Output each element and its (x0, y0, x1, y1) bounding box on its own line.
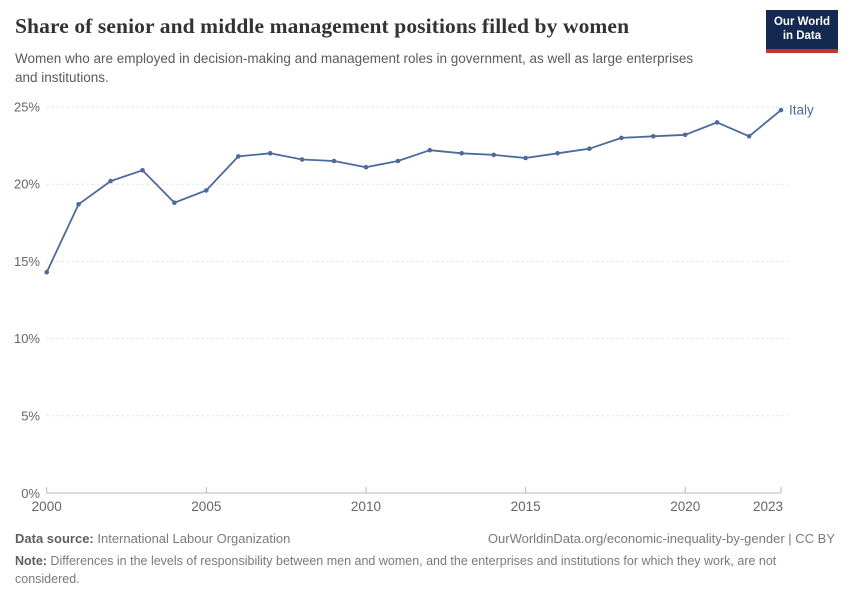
data-point-italy-2011[interactable] (395, 158, 401, 164)
owid-logo-line2: in Data (782, 29, 822, 42)
data-point-italy-2006[interactable] (236, 154, 241, 159)
series-line-italy[interactable] (45, 109, 782, 273)
data-point-italy-2022[interactable] (746, 134, 752, 139)
x-tick-label-2015: 2015 (511, 499, 541, 514)
data-point-italy-2003[interactable] (140, 168, 145, 173)
y-tick-label-25: 25% (14, 100, 40, 115)
y-tick-label-10: 10% (14, 331, 40, 346)
data-point-italy-2021[interactable] (714, 120, 720, 125)
data-point-italy-2019[interactable] (651, 134, 656, 139)
y-tick-label-20: 20% (14, 177, 40, 192)
data-point-italy-2020[interactable] (682, 132, 688, 138)
y-tick-label-5: 5% (21, 408, 40, 423)
line-chart-canvas[interactable]: 0% 5% 10% 15% 20% 25% 2000 2005 2010 2015 2020 2023… (0, 88, 850, 528)
data-point-italy-2008[interactable] (299, 157, 305, 162)
data-point-italy-2014[interactable] (491, 152, 497, 158)
footer-row: Data source: International Labour Organi… (15, 531, 835, 546)
data-point-italy-2007[interactable] (267, 151, 273, 156)
data-point-italy-2005[interactable] (204, 188, 209, 193)
data-point-italy-2000[interactable] (44, 269, 49, 275)
citation-link[interactable]: OurWorldinData.org/economic-inequality-b… (487, 531, 835, 546)
data-point-italy-2015[interactable] (523, 155, 528, 161)
series-end-label-italy[interactable]: Italy (789, 103, 814, 118)
footer-note: Note: Differences in the levels of respo… (15, 552, 827, 588)
x-tick-label-2000: 2000 (32, 499, 62, 514)
x-tick-label-2010: 2010 (351, 499, 381, 514)
data-point-italy-2010[interactable] (363, 164, 369, 170)
data-point-italy-2002[interactable] (108, 178, 113, 184)
data-point-italy-2001[interactable] (76, 202, 81, 207)
note-label: Note: (15, 554, 47, 568)
data-source-label: Data source: (15, 531, 94, 546)
data-point-italy-2012[interactable] (427, 147, 433, 153)
data-point-italy-2017[interactable] (587, 146, 592, 151)
y-tick-label-15: 15% (14, 254, 40, 269)
data-source: Data source: International Labour Organi… (15, 531, 290, 546)
note-value: Differences in the levels of responsibil… (15, 554, 777, 587)
owid-logo[interactable]: Our World in Data (765, 10, 838, 53)
data-point-italy-2013[interactable] (459, 151, 465, 156)
chart-subtitle: Women who are employed in decision-makin… (15, 51, 694, 85)
data-source-value: International Labour Organization (93, 531, 291, 546)
data-point-italy-2016[interactable] (555, 151, 560, 156)
owid-logo-line1: Our World (773, 16, 830, 28)
x-tick-label-2020: 2020 (670, 499, 700, 514)
page-title: Share of senior and middle management po… (15, 14, 630, 38)
x-tick-label-2023: 2023 (753, 499, 783, 514)
data-point-italy-2004[interactable] (172, 200, 177, 205)
chart-footer: Data source: International Labour Organi… (15, 531, 835, 588)
data-point-italy-2009[interactable] (331, 158, 337, 164)
y-tick-label-0: 0% (21, 486, 40, 501)
x-tick-label-2005: 2005 (191, 499, 221, 514)
data-point-italy-2023[interactable] (778, 107, 784, 113)
data-point-italy-2018[interactable] (619, 135, 624, 141)
